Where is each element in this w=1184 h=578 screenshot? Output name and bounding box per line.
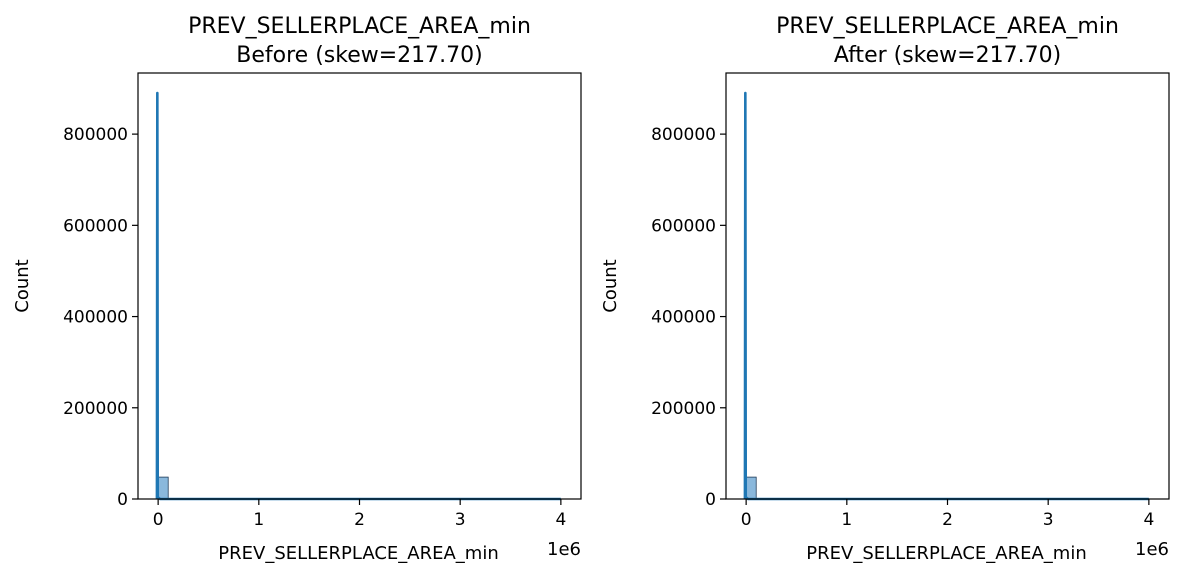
x-tick-label: 4	[1143, 510, 1154, 530]
kde-line	[743, 91, 1149, 501]
kde-line	[155, 91, 561, 501]
x-offset-label: 1e6	[1135, 539, 1169, 560]
y-tick-label: 600000	[651, 216, 716, 236]
x-tick-label: 1	[253, 510, 264, 530]
axes-frame	[137, 72, 582, 500]
y-tick-label: 0	[117, 490, 128, 510]
x-tick-label: 0	[741, 510, 752, 530]
x-tick-label: 3	[1043, 510, 1054, 530]
y-tick-label: 0	[705, 490, 716, 510]
x-tick-label: 4	[555, 510, 566, 530]
y-axis-label: Count	[12, 259, 33, 312]
x-tick-label: 2	[942, 510, 953, 530]
y-tick-label: 200000	[651, 399, 716, 419]
y-tick-label: 400000	[651, 308, 716, 328]
y-axis-label: Count	[600, 259, 621, 312]
chart-panel-after: PREV_SELLERPLACE_AREA_min After (skew=217…	[600, 14, 1170, 564]
axes-frame	[725, 72, 1170, 500]
y-tick-label: 400000	[63, 308, 128, 328]
y-tick-label: 200000	[63, 399, 128, 419]
histogram-bar	[157, 476, 169, 500]
y-tick-label: 600000	[63, 216, 128, 236]
y-tick-label: 800000	[651, 125, 716, 145]
x-offset-label: 1e6	[547, 539, 581, 560]
x-axis-label: PREV_SELLERPLACE_AREA_min	[218, 543, 498, 564]
chart-panel-before: PREV_SELLERPLACE_AREA_min Before (skew=21…	[12, 14, 582, 564]
x-tick-label: 2	[354, 510, 365, 530]
x-axis-label: PREV_SELLERPLACE_AREA_min	[806, 543, 1086, 564]
x-tick-label: 0	[153, 510, 164, 530]
y-tick-label: 800000	[63, 125, 128, 145]
histogram-bar	[745, 476, 757, 500]
x-tick-label: 1	[841, 510, 852, 530]
chart-subtitle: After (skew=217.70)	[834, 43, 1061, 68]
chart-subtitle: Before (skew=217.70)	[236, 43, 482, 68]
chart-title: PREV_SELLERPLACE_AREA_min	[776, 14, 1119, 39]
chart-title: PREV_SELLERPLACE_AREA_min	[188, 14, 531, 39]
x-tick-label: 3	[455, 510, 466, 530]
